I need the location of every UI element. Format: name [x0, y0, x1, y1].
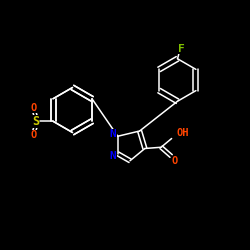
Text: N: N: [110, 151, 116, 161]
Text: F: F: [178, 44, 185, 54]
Text: O: O: [30, 130, 37, 140]
Text: O: O: [172, 156, 178, 166]
Text: N: N: [110, 129, 116, 139]
Text: O: O: [30, 102, 37, 113]
Text: OH: OH: [176, 128, 189, 138]
Text: S: S: [32, 115, 39, 128]
